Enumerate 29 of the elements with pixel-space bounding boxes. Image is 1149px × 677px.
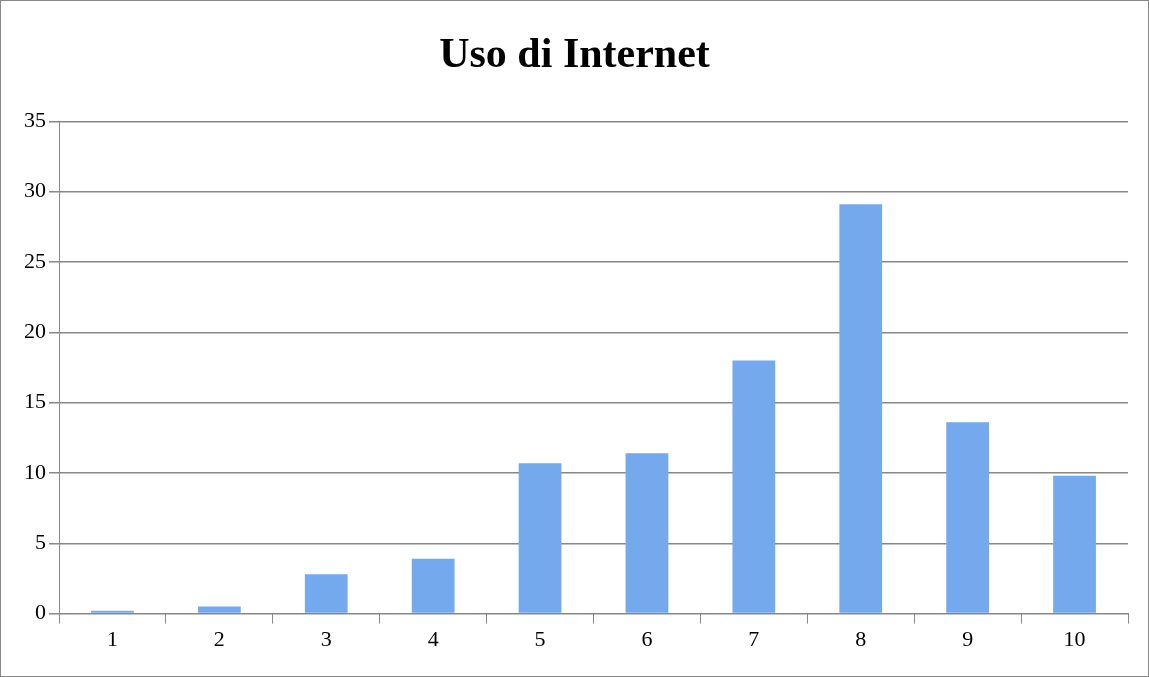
bar [304, 574, 348, 613]
x-tick-label: 4 [427, 625, 439, 651]
x-tick-label: 3 [320, 625, 332, 651]
chart-title: Uso di Internet [439, 30, 710, 77]
y-tick-label: 15 [24, 388, 46, 414]
y-tick-label: 35 [24, 107, 46, 133]
y-tick-label: 10 [24, 458, 46, 484]
bar [411, 558, 455, 613]
y-tick-label: 0 [35, 599, 46, 625]
x-tick-label: 5 [534, 625, 546, 651]
bar [197, 606, 241, 613]
bar [625, 453, 669, 613]
x-tick-label: 8 [855, 625, 867, 651]
x-tick-label: 2 [213, 625, 225, 651]
bar [946, 422, 990, 613]
bar [732, 360, 776, 613]
x-tick-label: 6 [641, 625, 653, 651]
x-tick-label: 10 [1063, 625, 1086, 651]
bar [91, 610, 134, 613]
y-tick-label: 5 [35, 529, 46, 555]
y-tick-label: 25 [24, 247, 46, 273]
bar [518, 463, 562, 613]
x-tick-label: 9 [962, 625, 974, 651]
x-tick-label: 7 [748, 625, 760, 651]
y-tick-label: 20 [24, 318, 46, 344]
bar [839, 204, 883, 613]
bar [1053, 475, 1096, 613]
x-tick-label: 1 [106, 625, 118, 651]
y-tick-label: 30 [24, 177, 46, 203]
